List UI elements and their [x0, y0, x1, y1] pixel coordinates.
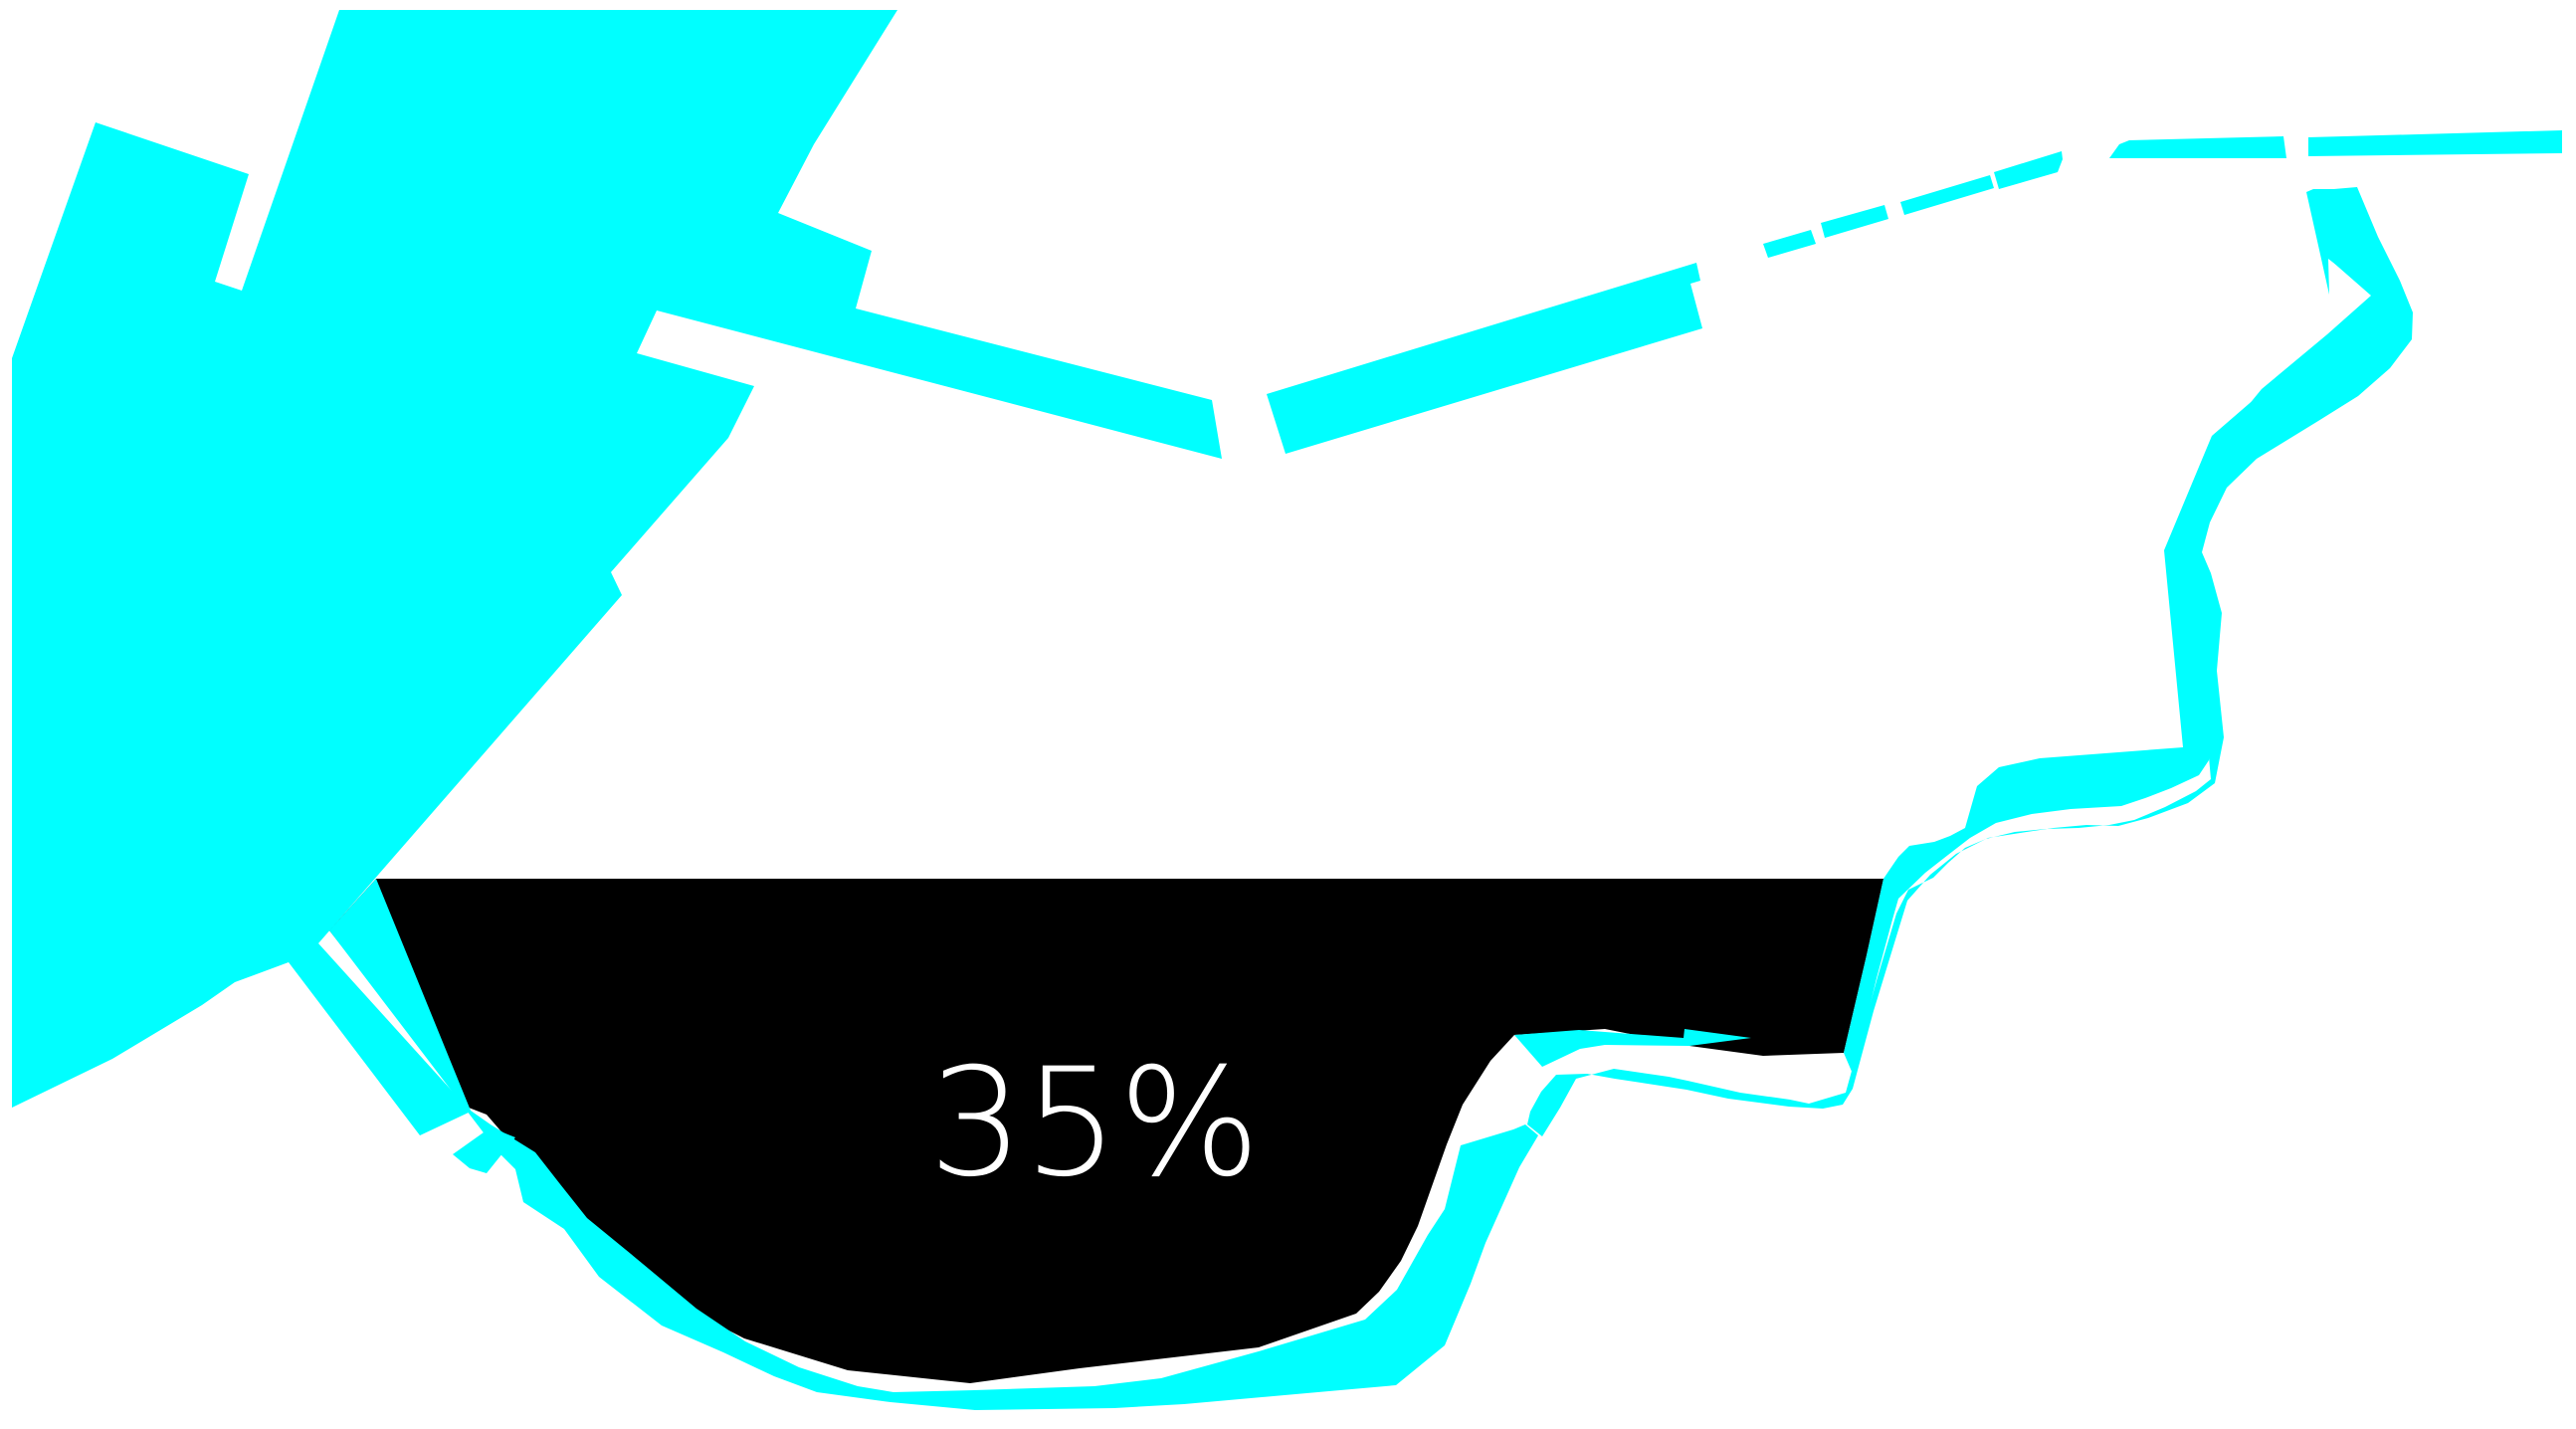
outline-left-lower: [329, 879, 1538, 1410]
outline-segment-8: [2308, 130, 2562, 156]
outline-segment-6: [1994, 151, 2063, 189]
outline-segment-4: [1821, 205, 1888, 238]
outline-segment-5: [1900, 175, 1994, 215]
outline-segment-7: [2109, 136, 2286, 158]
outline-fragment-1: [453, 1127, 515, 1173]
fill-percentage-label: 35%: [928, 1037, 1260, 1210]
outline-segment-2: [1267, 263, 1702, 454]
fill-level-area: [329, 879, 1883, 1383]
outline-right-ledge: [1844, 189, 2404, 1074]
vessel-outline: [12, 10, 2562, 1410]
outline-center-ledge: [1514, 1029, 1751, 1067]
outline-left-block: [12, 10, 1222, 1135]
outline-segment-3: [1763, 230, 1816, 258]
